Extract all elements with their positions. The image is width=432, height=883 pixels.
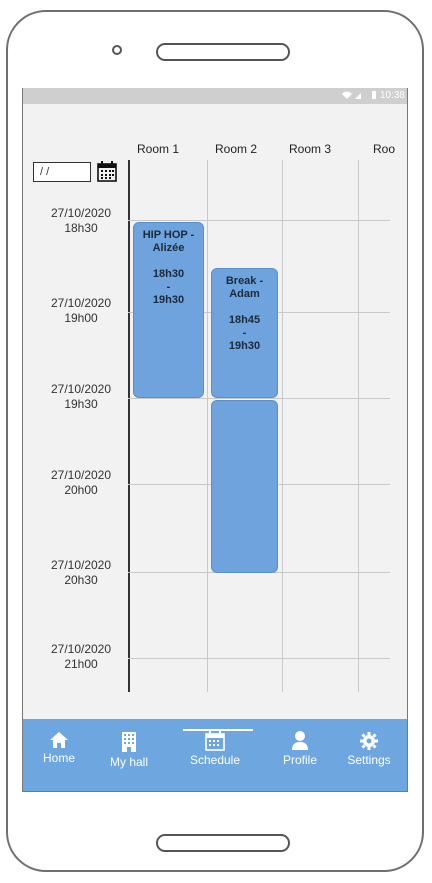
timeline-axis [128,160,130,692]
event-block[interactable] [211,400,278,573]
time-gridline [128,220,390,221]
calendar-icon[interactable] [97,160,117,182]
status-bar: 10:38 [23,88,407,104]
time-gridline [128,398,390,399]
speaker [156,43,290,61]
time-label: 27/10/2020 21h00 [50,642,112,671]
building-icon [122,732,136,752]
home-hardware-button[interactable] [156,834,290,852]
battery-icon [372,91,376,99]
event-break[interactable]: Break - Adam 18h45 - 19h30 [211,268,278,398]
nav-my-hall[interactable]: My hall [97,731,161,769]
status-icons [341,90,377,103]
room-header-2: Room 2 [215,142,258,156]
home-icon [50,732,68,748]
nav-settings[interactable]: Settings [337,731,401,767]
event-hiphop[interactable]: HIP HOP - Alizée 18h30 - 19h30 [133,222,204,398]
room-divider [207,160,208,692]
camera [112,45,122,55]
room-header-1: Room 1 [137,142,180,156]
app-screen: 10:38 Room 1 Room 2 Room 3 Roo / / 27/10… [22,88,408,792]
status-time: 10:38 [379,90,405,101]
date-input[interactable]: / / [33,162,91,182]
time-gridline [128,658,390,659]
room-divider [358,160,359,692]
gear-icon [360,732,378,750]
user-icon [292,731,308,750]
time-label: 27/10/2020 20h30 [50,558,112,587]
calendar-icon [205,731,225,751]
nav-profile[interactable]: Profile [268,731,332,767]
room-header-4: Roo [373,142,396,156]
nav-active-indicator [183,729,253,731]
room-divider [282,160,283,692]
room-header-3: Room 3 [289,142,332,156]
time-label: 27/10/2020 18h30 [50,206,112,235]
time-label: 27/10/2020 19h00 [50,296,112,325]
nav-home[interactable]: Home [27,731,91,765]
time-label: 27/10/2020 19h30 [50,382,112,411]
nav-schedule[interactable]: Schedule [183,731,247,767]
wifi-signal-icon [342,91,362,99]
bottom-nav: Home My hall [23,719,407,791]
time-label: 27/10/2020 20h00 [50,468,112,497]
